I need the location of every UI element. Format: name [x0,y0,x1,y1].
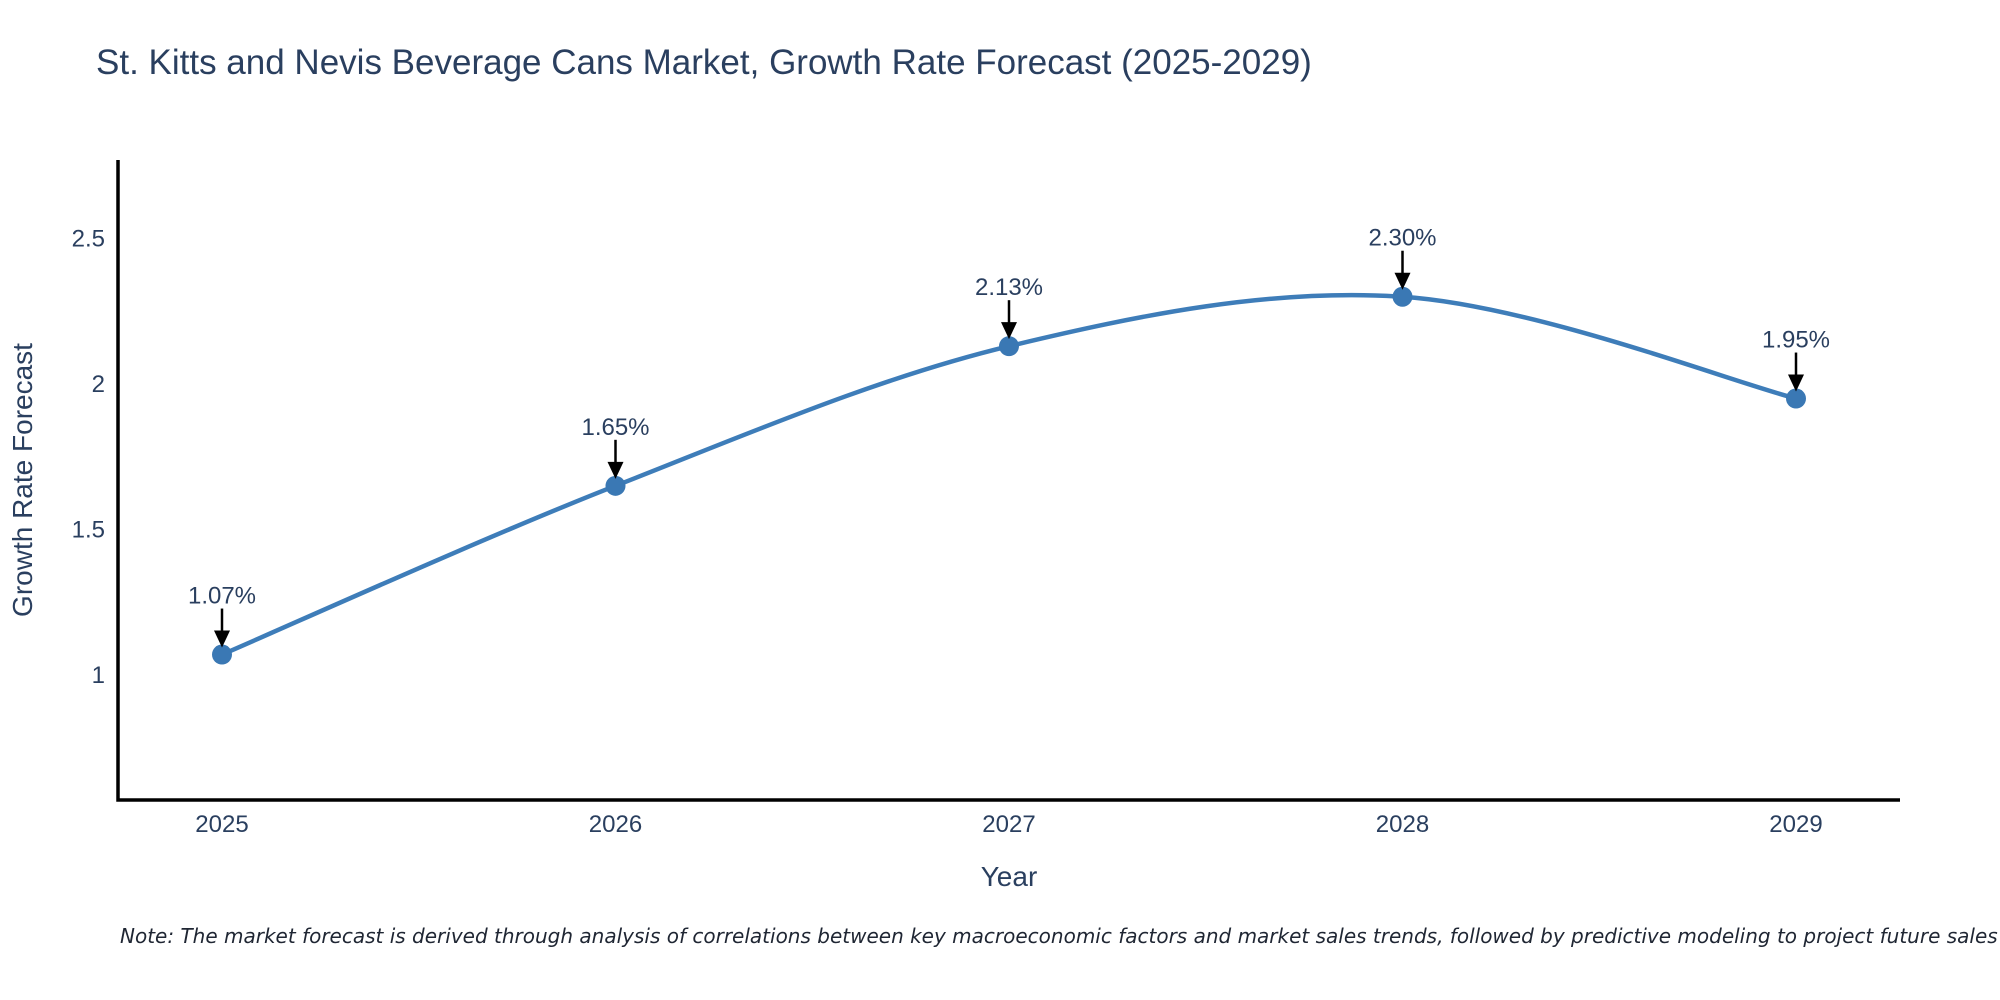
data-point-marker[interactable] [212,644,232,665]
x-tick-label: 2026 [589,811,642,838]
data-point-label: 2.30% [1368,225,1436,252]
data-point-label: 1.95% [1762,327,1830,354]
data-point-label: 2.13% [975,274,1043,301]
data-point-marker[interactable] [605,475,626,496]
x-tick-label: 2029 [1769,811,1822,838]
data-point-label: 1.65% [581,414,649,441]
annotation-arrow-head [214,630,230,648]
footnote: Note: The market forecast is derived thr… [120,924,1998,948]
data-point-label: 1.07% [188,583,256,610]
data-point-marker[interactable] [1392,286,1413,307]
y-tick-label: 2.5 [72,226,105,253]
annotation-arrow-head [607,461,624,479]
annotation-arrow-head [1788,374,1804,392]
x-axis-title: Year [981,861,1038,892]
annotation-arrow-head [1001,322,1017,340]
chart-title: St. Kitts and Nevis Beverage Cans Market… [96,43,1312,82]
data-point-marker[interactable] [999,336,1019,357]
x-tick-label: 2028 [1376,811,1429,838]
y-tick-label: 2 [92,371,105,398]
x-tick-label: 2027 [982,811,1035,838]
y-axis-title: Growth Rate Forecast [7,343,38,617]
axis-lines [116,160,1900,802]
annotation-arrow-head [1394,272,1411,290]
data-point-marker[interactable] [1786,388,1806,409]
x-tick-label: 2025 [195,811,248,838]
y-tick-label: 1 [92,662,105,689]
y-tick-label: 1.5 [72,516,105,543]
